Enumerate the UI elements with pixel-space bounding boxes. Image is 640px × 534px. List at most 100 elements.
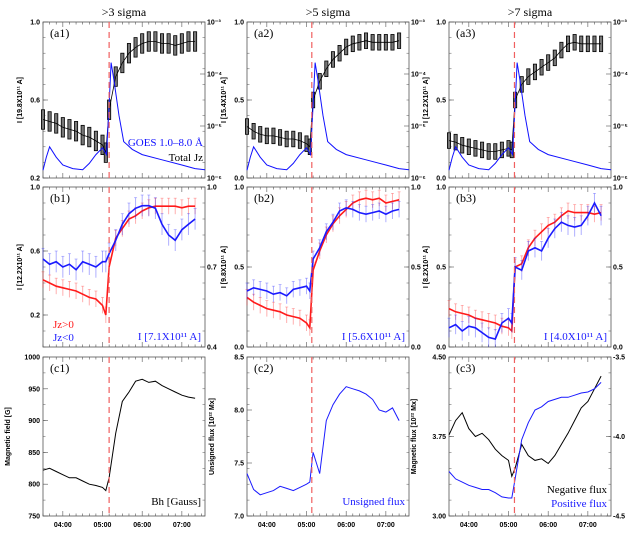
y-right-tick-label: 1.0 <box>411 185 421 192</box>
y-tick-label: 850 <box>28 450 40 457</box>
y-right-tick-label: 10⁻⁴ <box>613 72 628 79</box>
series-line <box>448 375 602 478</box>
y-tick-label: 4.50 <box>432 355 446 362</box>
series-jz-0 <box>41 194 197 281</box>
panel-b1: 0.2 0.6 1.0 0.4 0.7 1.0 I [12.2X10¹¹ A] (b1) Jz>… <box>17 185 217 352</box>
series-line <box>448 41 602 152</box>
legend-label: GOES 1.0–8.0 Å <box>128 137 203 149</box>
series-line <box>42 41 196 153</box>
legend-label: Negative flux <box>547 484 608 496</box>
y-right-tick-label: 10⁻⁴ <box>207 72 222 79</box>
legend-label: I [5.6X10¹¹ A] <box>342 331 405 343</box>
series-goes-1-0-8-0- <box>246 62 410 171</box>
legend-label: Jz>0 <box>53 319 74 331</box>
y-right-tick-label: 0.0 <box>613 345 623 352</box>
y-tick-label: 1000 <box>24 355 40 362</box>
x-tick-label: 07:00 <box>377 522 395 529</box>
legend-label: Positive flux <box>551 498 607 510</box>
y-axis-label: Magnetic flux [10²² Mx] <box>411 399 418 474</box>
y-axis-label: I [9.8X10¹¹ A] <box>221 246 228 288</box>
y-axis-label: I [19.8X10¹¹ A] <box>17 77 24 123</box>
y-tick-label: 8.0 <box>234 408 244 415</box>
x-tick-label: 04:00 <box>54 522 72 529</box>
y-tick-label: 0.2 <box>30 176 40 183</box>
panel-a2: 0.0 0.5 1.0 10⁻⁶ 10⁻⁵ 10⁻⁴ 10⁻³ I [15.4X10¹¹ A]… <box>221 5 426 183</box>
y-tick-label: 950 <box>28 386 40 393</box>
plot-frame <box>448 186 612 348</box>
panel-label: (a1) <box>50 26 69 40</box>
y-tick-label: 800 <box>28 482 40 489</box>
y-right-tick-label: 1.0 <box>207 185 217 192</box>
y-axis-label: Magnetic field [G] <box>5 407 12 466</box>
plot-frame <box>246 356 410 517</box>
y-tick-label: 1.0 <box>234 20 244 27</box>
y-tick-label: 1.0 <box>30 20 40 27</box>
y-right-tick-label: 10⁻⁵ <box>613 124 628 131</box>
series-line <box>42 62 206 171</box>
y-tick-label: 1.0 <box>436 185 446 192</box>
y-right-tick-label: 10⁻⁶ <box>613 176 628 183</box>
y-right-tick-label: -4.5 <box>613 514 625 521</box>
y-right-tick-label: 0.4 <box>207 345 217 352</box>
series-goes-1-0-8-0- <box>448 62 612 171</box>
y-axis-label: I [15.4X10¹¹ A] <box>221 77 228 123</box>
y-right-tick-label: 0.5 <box>613 265 623 272</box>
y-tick-label: 0.5 <box>436 265 446 272</box>
y-tick-label: 7.5 <box>234 461 244 468</box>
panel-label: (b2) <box>254 191 274 205</box>
y-tick-label: 0.5 <box>436 98 446 105</box>
y-tick-label: 1.0 <box>30 185 40 192</box>
legend-label: I [7.1X10¹¹ A] <box>138 331 201 343</box>
y-tick-label: 750 <box>28 514 40 521</box>
y-axis-label: I [12.2X10¹¹ A] <box>17 244 24 290</box>
x-tick-label: 05:00 <box>298 522 316 529</box>
legend-label: Unsigned flux <box>342 496 405 508</box>
series-line <box>246 40 400 148</box>
series-jz-0 <box>447 202 603 339</box>
series-line <box>246 386 400 496</box>
y-tick-label: 0.5 <box>234 265 244 272</box>
column-title: >7 sigma <box>508 5 553 19</box>
panel-b2: 0.0 0.5 1.0 0.0 0.5 1.0 I [9.8X10¹¹ A] (b2) I [5… <box>221 185 421 352</box>
y-right-tick-label: -4.0 <box>613 434 625 441</box>
x-tick-label: 06:00 <box>337 522 355 529</box>
series-positive-flux <box>448 382 602 499</box>
panel-c3: 04:00 05:00 06:00 07:00 3.00 3.75 4.50 -4.5 -4.0… <box>411 355 625 530</box>
y-tick-label: 1.0 <box>234 185 244 192</box>
series-unsigned-flux <box>246 386 400 496</box>
y-tick-label: 3.00 <box>432 514 446 521</box>
y-right-tick-label: 0.5 <box>411 265 421 272</box>
x-tick-label: 07:00 <box>579 522 597 529</box>
y-tick-label: 7.0 <box>234 514 244 521</box>
series-line <box>448 382 602 499</box>
y-axis-label: I [8.2X10¹¹ A] <box>423 246 430 288</box>
legend-label: Bh [Gauss] <box>151 496 201 508</box>
y-tick-label: 8.5 <box>234 355 244 362</box>
series-total-jz <box>446 34 604 160</box>
y-tick-label: 0.6 <box>30 249 40 256</box>
y-right-tick-label: 0.7 <box>207 265 217 272</box>
y-tick-label: 3.75 <box>432 434 446 441</box>
series-line <box>42 204 196 271</box>
y-right-tick-label: 10⁻⁵ <box>207 124 222 131</box>
series-bh-gauss- <box>42 378 196 492</box>
y-right-tick-label: 0.0 <box>411 345 421 352</box>
column-title: >5 sigma <box>306 5 351 19</box>
panel-label: (b3) <box>456 191 476 205</box>
panel-b3: 0.0 0.5 1.0 0.0 0.5 1.0 I [8.2X10¹¹ A] (b3) I [4… <box>423 185 623 352</box>
series-line <box>448 210 602 333</box>
series-line <box>42 205 196 316</box>
panel-label: (b1) <box>50 191 70 205</box>
panel-a3: 0.0 0.5 1.0 10⁻⁶ 10⁻⁵ 10⁻⁴ 10⁻³ I [12.2X10¹¹ A]… <box>423 5 628 183</box>
x-tick-label: 04:00 <box>258 522 276 529</box>
y-right-tick-label: 10⁻³ <box>207 20 221 27</box>
series-line <box>448 62 612 171</box>
plot-frame <box>42 356 206 517</box>
series-total-jz <box>244 32 402 155</box>
x-tick-label: 06:00 <box>539 522 557 529</box>
y-right-tick-label: 10⁻³ <box>411 20 425 27</box>
x-tick-label: 05:00 <box>500 522 518 529</box>
panel-c2: 04:00 05:00 06:00 07:00 7.0 7.5 8.0 8.5 Unsigned… <box>209 355 410 529</box>
legend-label: I [4.0X10¹¹ A] <box>544 331 607 343</box>
